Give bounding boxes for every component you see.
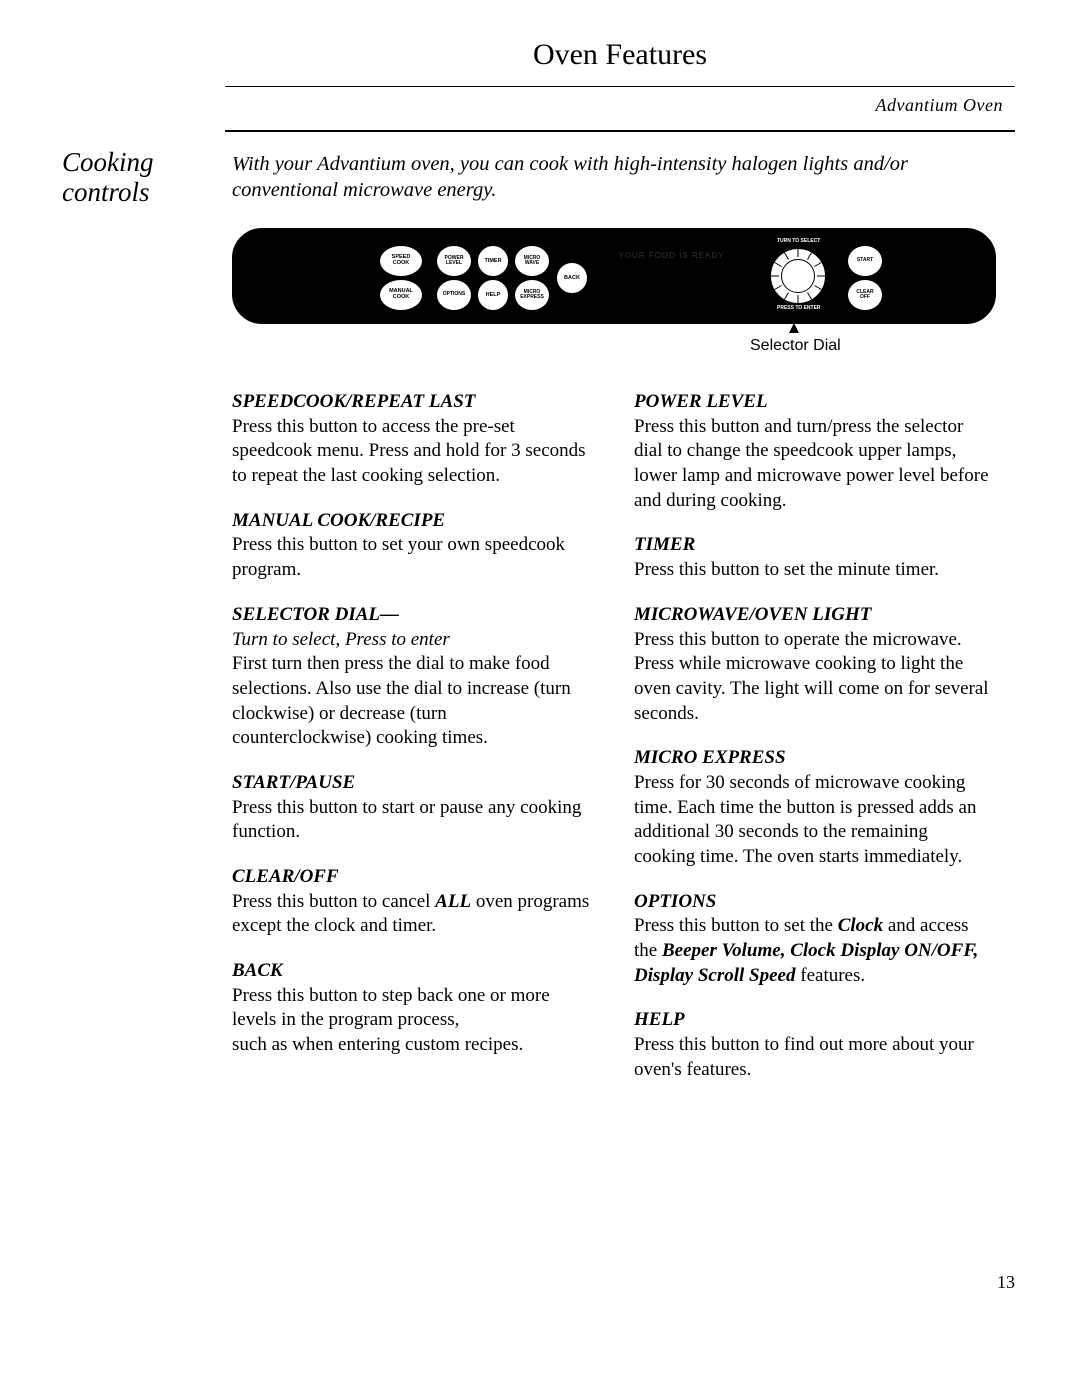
options-button: OPTIONS xyxy=(436,279,472,311)
micro-wave-button: MICRO WAVE xyxy=(514,245,550,277)
display-text: YOUR FOOD IS READY xyxy=(599,246,744,264)
manual-cook-button: MANUAL COOK xyxy=(379,279,423,311)
start-button: START xyxy=(847,245,883,277)
clear-off-button: CLEAR OFF xyxy=(847,279,883,311)
intro-text: With your Advantium oven, you can cook w… xyxy=(232,152,990,203)
back-button: BACK xyxy=(556,262,588,294)
descriptions: SPEEDCOOK/REPEAT LASTPress this button t… xyxy=(232,390,992,1103)
rule xyxy=(225,86,1015,87)
page-title: Oven Features xyxy=(225,38,1015,72)
header: Oven Features Advantium Oven xyxy=(225,38,1015,132)
selector-dial xyxy=(770,248,826,304)
right-column: POWER LEVELPress this button and turn/pr… xyxy=(634,390,992,1103)
rule-thick xyxy=(225,130,1015,132)
subtitle: Advantium Oven xyxy=(225,95,1003,116)
dial-bottom-label: PRESS TO ENTER xyxy=(777,305,821,311)
power-level-button: POWER LEVEL xyxy=(436,245,472,277)
dial-top-label: TURN TO SELECT xyxy=(777,238,820,244)
pointer-icon xyxy=(789,323,799,333)
left-column: SPEEDCOOK/REPEAT LASTPress this button t… xyxy=(232,390,590,1103)
control-panel-figure: SPEED COOK MANUAL COOK POWER LEVEL OPTIO… xyxy=(232,228,996,324)
micro-express-button: MICRO EXPRESS xyxy=(514,279,550,311)
page-number: 13 xyxy=(997,1272,1015,1293)
help-button: HELP xyxy=(477,279,509,311)
dial-caption: Selector Dial xyxy=(750,337,841,355)
speed-cook-button: SPEED COOK xyxy=(379,245,423,277)
side-heading: Cooking controls xyxy=(62,148,154,207)
timer-button: TIMER xyxy=(477,245,509,277)
